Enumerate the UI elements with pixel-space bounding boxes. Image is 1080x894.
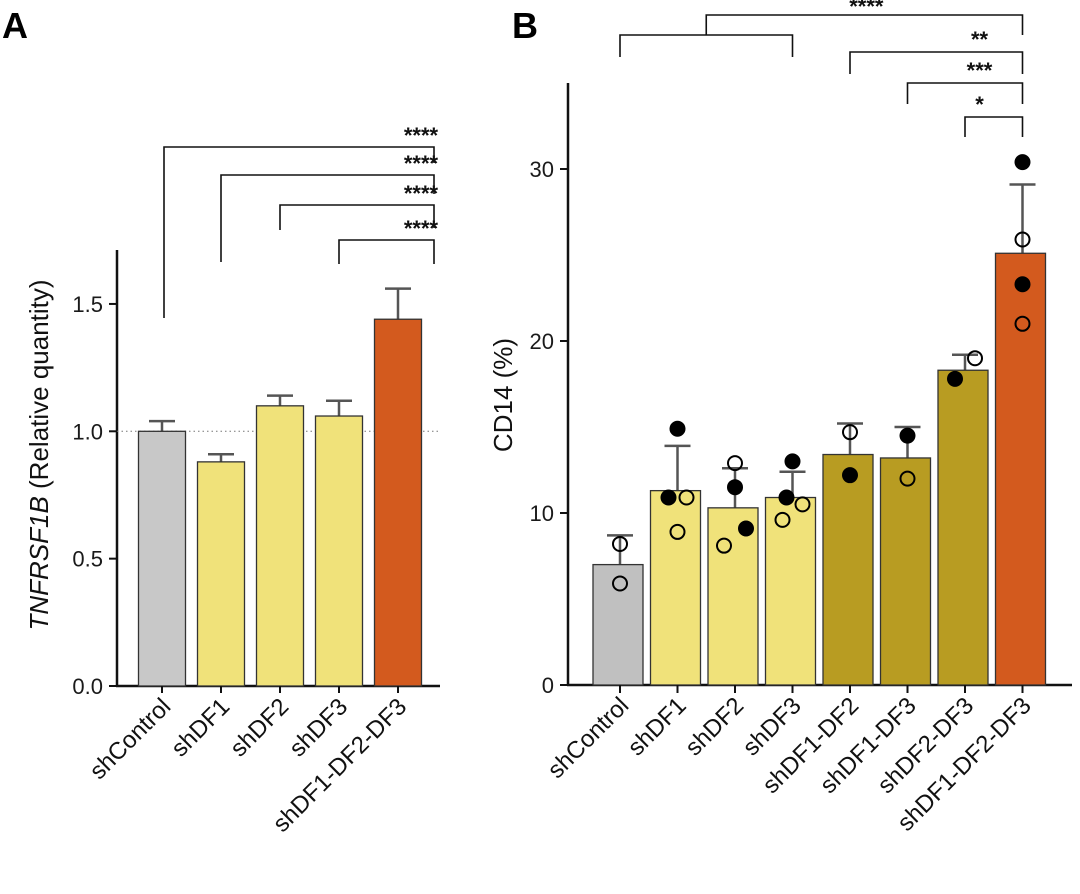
- x-tick-label-a: shDF1: [166, 693, 235, 762]
- significance-bracket-b: [705, 14, 1024, 35]
- panel-label-b: B: [512, 5, 538, 46]
- significance-bracket-b: [849, 51, 1024, 74]
- data-point-open: [727, 455, 743, 472]
- significance-label-b: *: [975, 92, 984, 117]
- data-point-filled: [784, 453, 801, 470]
- y-axis-title-a-rest: (Relative quantity): [24, 279, 54, 496]
- data-point-open: [678, 489, 695, 506]
- data-point-filled: [660, 489, 677, 506]
- significance-bracket-b: [906, 82, 1024, 104]
- data-point-open: [612, 575, 628, 592]
- significance-group-bracket-b: [619, 34, 794, 57]
- panel-label-a: A: [2, 5, 28, 46]
- bar-b-shdf1-df3: [879, 457, 932, 686]
- data-point-open: [967, 350, 983, 367]
- data-point-filled: [899, 427, 916, 444]
- x-tick-label-b: shDF1: [623, 692, 692, 761]
- bar-b-shdf1-df2: [822, 453, 874, 686]
- y-axis-title-a: TNFRSF1B (Relative quantity): [24, 279, 54, 630]
- data-point-filled: [1014, 276, 1031, 293]
- y-tick-label-a: 0.0: [72, 674, 103, 699]
- bar-a-shdf1-df2-df3: [373, 318, 423, 687]
- significance-bracket-a: [163, 146, 435, 318]
- data-point-open: [612, 535, 628, 552]
- data-point-open: [842, 424, 858, 441]
- bar-b-shcontrol: [592, 563, 644, 686]
- data-point-filled: [947, 370, 963, 387]
- data-point-filled: [727, 479, 743, 496]
- data-point-open: [774, 511, 791, 528]
- x-tick-label-a: shDF2: [225, 693, 294, 762]
- y-tick-label-a: 1.5: [72, 292, 103, 317]
- significance-label-a: ****: [404, 123, 439, 148]
- significance-label-b: **: [971, 27, 989, 52]
- x-tick-label-a: shControl: [85, 693, 177, 785]
- significance-bracket-b: [964, 116, 1024, 137]
- y-tick-label-b: 20: [530, 329, 554, 354]
- data-point-filled: [669, 420, 686, 437]
- significance-bracket-a: [220, 174, 435, 262]
- data-point-filled: [738, 520, 754, 537]
- data-point-open: [669, 523, 686, 540]
- bar-b-shdf1-df2-df3: [994, 252, 1047, 686]
- bar-a-shdf2: [255, 405, 305, 687]
- bar-b-shdf2-df3: [937, 369, 989, 686]
- data-point-filled: [778, 489, 795, 506]
- bar-a-shdf3: [314, 415, 364, 687]
- data-point-open: [899, 470, 916, 487]
- data-point-filled: [842, 467, 858, 484]
- y-tick-label-b: 0: [542, 673, 554, 698]
- chart-panel-b: CD14 (%) 0102030shControlshDF1shDF2shDF3…: [488, 0, 1072, 837]
- y-tick-label-b: 30: [530, 157, 554, 182]
- bar-a-shcontrol: [137, 430, 187, 687]
- bar-a-shdf1: [196, 461, 246, 687]
- y-axis-title-a-gene: TNFRSF1B: [24, 496, 54, 630]
- data-point-open: [1014, 231, 1031, 248]
- significance-bracket-a: [279, 204, 435, 230]
- data-point-open: [1014, 315, 1031, 332]
- y-tick-label-a: 1.0: [72, 419, 103, 444]
- x-tick-label-b: shControl: [543, 692, 635, 784]
- data-point-filled: [1014, 154, 1031, 171]
- y-tick-label-a: 0.5: [72, 547, 103, 572]
- significance-label-a: ****: [404, 151, 439, 176]
- x-tick-label-b: shDF2: [680, 692, 749, 761]
- data-point-open: [716, 537, 732, 554]
- bar-b-shdf1: [649, 489, 702, 686]
- chart-panel-a: TNFRSF1B (Relative quantity) 0.0 0.5 1.0 1.…: [24, 123, 440, 838]
- significance-label-b: ****: [849, 0, 884, 19]
- significance-label-a: ****: [404, 181, 439, 206]
- significance-bracket-a: [338, 239, 435, 264]
- y-tick-label-b: 10: [530, 501, 554, 526]
- bar-b-shdf2: [707, 507, 759, 686]
- significance-label-a: ****: [404, 216, 439, 241]
- y-axis-title-b: CD14 (%): [488, 338, 518, 452]
- data-point-open: [794, 496, 811, 513]
- significance-label-b: ***: [967, 58, 993, 83]
- bar-b-shdf3: [764, 496, 817, 686]
